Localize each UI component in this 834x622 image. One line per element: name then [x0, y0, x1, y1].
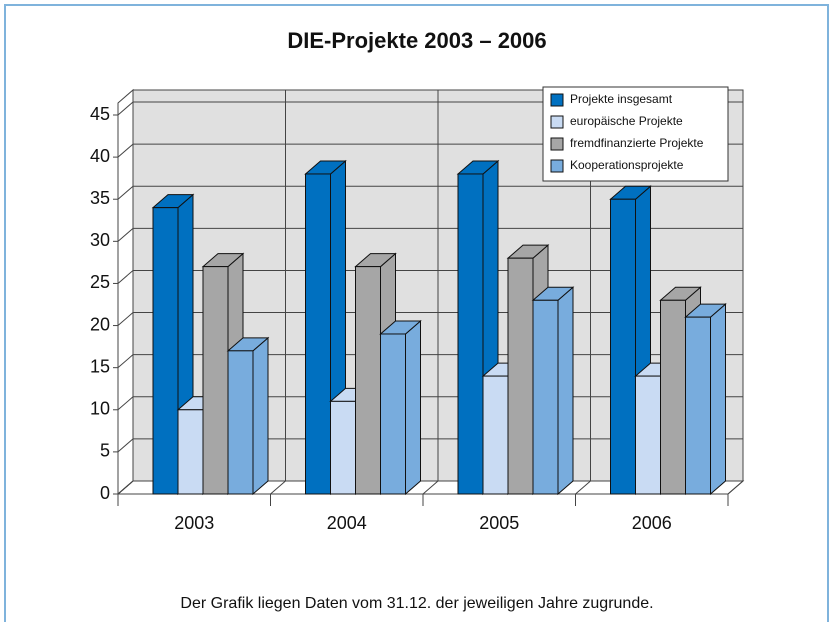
legend-swatch	[550, 93, 564, 107]
bar	[202, 266, 229, 495]
grid-line	[117, 101, 134, 116]
y-tick-label: 20	[90, 314, 110, 334]
legend-label: Kooperationsprojekte	[570, 158, 684, 172]
grid-line	[117, 354, 134, 369]
bar	[482, 375, 509, 495]
bar	[330, 400, 356, 495]
grid-line	[117, 270, 134, 284]
y-tick-label: 45	[90, 104, 110, 124]
bar	[355, 266, 381, 495]
y-tick-label: 40	[90, 146, 110, 166]
grid-line	[117, 396, 134, 411]
legend-box	[542, 86, 729, 182]
x-tick-label: 2004	[327, 513, 367, 533]
x-tick-label: 2003	[174, 513, 214, 533]
legend-label: europäische Projekte	[570, 114, 683, 128]
legend-swatch	[550, 115, 564, 129]
legend-swatch	[550, 159, 564, 173]
y-tick-label: 10	[90, 399, 110, 419]
y-tick-label: 0	[100, 483, 110, 503]
floor-line	[575, 480, 591, 495]
bar	[177, 409, 204, 495]
floor-line	[270, 480, 286, 495]
legend-label: Projekte insgesamt	[570, 92, 673, 106]
x-tick-label: 2006	[632, 513, 672, 533]
grid-line	[117, 185, 134, 200]
bar-side	[557, 286, 574, 496]
bar	[635, 375, 661, 495]
bar-side	[710, 303, 726, 496]
chart-title: DIE-Projekte 2003 – 2006	[287, 28, 546, 53]
grid-line	[117, 438, 134, 453]
bar	[380, 333, 406, 495]
bar	[152, 207, 179, 495]
bar	[507, 257, 534, 495]
bar	[685, 316, 711, 495]
y-tick-label: 5	[100, 441, 110, 461]
x-tick-label: 2005	[479, 513, 519, 533]
grid-line	[117, 143, 134, 158]
bar	[532, 299, 559, 495]
bar-side	[252, 336, 269, 496]
bar	[227, 350, 254, 495]
bar	[457, 173, 484, 495]
floor-line	[727, 480, 744, 495]
legend-label: fremdfinanzierte Projekte	[570, 136, 704, 150]
y-tick-label: 35	[90, 188, 110, 208]
y-tick-label: 30	[90, 230, 110, 250]
y-tick-label: 15	[90, 356, 110, 376]
legend-swatch	[550, 137, 564, 151]
floor-line	[422, 480, 439, 495]
grid-line	[117, 227, 134, 242]
note: Der Grafik liegen Daten vom 31.12. der j…	[180, 595, 653, 612]
grid-line	[117, 312, 134, 326]
floor-line	[117, 480, 134, 495]
bar	[305, 173, 331, 495]
bar	[610, 198, 636, 495]
bar-side	[405, 319, 421, 496]
y-tick-label: 25	[90, 272, 110, 292]
bar	[660, 299, 686, 495]
